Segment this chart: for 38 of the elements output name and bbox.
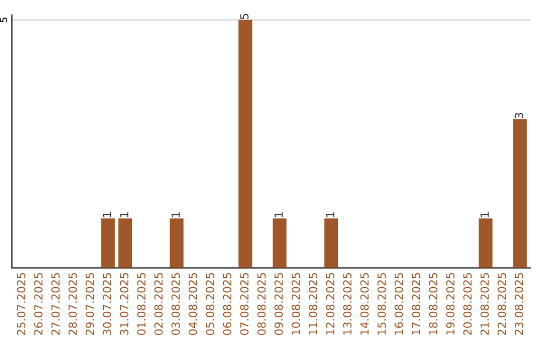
x-tick-label: 04.08.2025 — [188, 273, 198, 335]
x-tick-label: 07.08.2025 — [240, 273, 249, 335]
data-label: 1 — [172, 212, 180, 218]
x-tick-label: 14.08.2025 — [360, 273, 369, 334]
x-tick-label: 30.07.2025 — [102, 273, 112, 335]
x-tick-label: 02.08.2025 — [154, 273, 163, 335]
data-label: 3 — [514, 112, 524, 118]
data-label: 1 — [102, 212, 112, 218]
x-tick-label: 17.08.2025 — [412, 273, 420, 334]
x-tick-label: 31.07.2025 — [120, 273, 128, 335]
data-label: 1 — [480, 212, 489, 218]
x-tick-label: 15.08.2025 — [377, 273, 386, 334]
x-tick-label: 11.08.2025 — [308, 273, 318, 334]
x-tick-label: 28.07.2025 — [68, 273, 77, 335]
x-tick-label: 06.08.2025 — [222, 273, 232, 335]
x-tick-label: 09.08.2025 — [274, 273, 283, 335]
x-tick-label: 08.08.2025 — [257, 273, 266, 335]
x-tick-label: 25.07.2025 — [17, 273, 26, 335]
x-tick-label: 13.08.2025 — [343, 273, 352, 334]
x-tick-label: 22.08.2025 — [498, 273, 506, 335]
x-tick-label: 10.08.2025 — [292, 273, 300, 334]
x-tick-label: 18.08.2025 — [428, 273, 438, 334]
data-label: 5 — [240, 14, 249, 20]
x-tick-label: 12.08.2025 — [326, 273, 334, 334]
data-label: 1 — [274, 212, 283, 218]
x-tick-label: 20.08.2025 — [463, 273, 472, 335]
x-tick-label: 27.07.2025 — [51, 273, 60, 335]
x-tick-label: 16.08.2025 — [394, 273, 404, 334]
x-tick-label: 01.08.2025 — [137, 273, 146, 335]
x-tick-label: 26.07.2025 — [34, 273, 43, 335]
x-tick-label: 29.07.2025 — [86, 273, 94, 335]
x-tick-label: 05.08.2025 — [206, 273, 214, 335]
x-tick-label: 03.08.2025 — [171, 273, 180, 335]
data-label: 1 — [120, 212, 128, 218]
x-tick-label: 19.08.2025 — [446, 273, 455, 334]
x-tick-label: 23.08.2025 — [514, 273, 524, 335]
x-tick-label: 21.08.2025 — [480, 273, 489, 335]
data-label: 1 — [326, 212, 334, 218]
